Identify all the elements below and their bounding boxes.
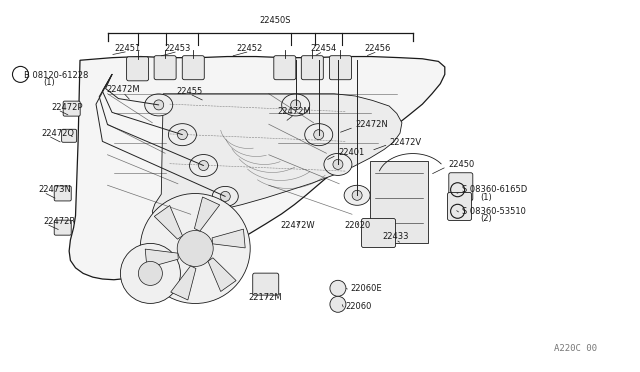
Polygon shape (208, 258, 236, 292)
Text: A220C 00: A220C 00 (554, 344, 598, 353)
FancyBboxPatch shape (54, 220, 71, 235)
Text: (1): (1) (44, 78, 55, 87)
FancyBboxPatch shape (182, 56, 204, 80)
FancyBboxPatch shape (61, 129, 77, 142)
Text: (2): (2) (480, 214, 492, 223)
Circle shape (140, 193, 250, 304)
Text: 22450: 22450 (448, 160, 474, 169)
Text: 22060E: 22060E (351, 284, 382, 293)
FancyBboxPatch shape (449, 173, 473, 201)
Text: 22472M: 22472M (278, 107, 311, 116)
Polygon shape (69, 57, 445, 280)
FancyBboxPatch shape (362, 218, 396, 247)
Text: 22472P: 22472P (51, 103, 83, 112)
Circle shape (330, 280, 346, 296)
Text: 22060: 22060 (346, 302, 372, 311)
Text: 22472V: 22472V (389, 138, 421, 147)
Polygon shape (152, 94, 402, 221)
Ellipse shape (189, 154, 218, 177)
Text: 22172M: 22172M (249, 293, 282, 302)
Text: 22472W: 22472W (280, 221, 315, 230)
FancyBboxPatch shape (63, 101, 80, 116)
FancyBboxPatch shape (447, 192, 472, 221)
Polygon shape (145, 249, 179, 268)
Ellipse shape (344, 185, 370, 205)
Polygon shape (154, 205, 182, 239)
Text: 22451: 22451 (115, 44, 141, 53)
Text: 22453: 22453 (164, 44, 191, 53)
Circle shape (330, 296, 346, 312)
Text: 22454: 22454 (310, 44, 337, 53)
Circle shape (177, 130, 188, 140)
Text: 22456: 22456 (364, 44, 391, 53)
Ellipse shape (145, 94, 173, 116)
Circle shape (120, 243, 180, 304)
Ellipse shape (324, 153, 352, 176)
Text: 22020: 22020 (344, 221, 371, 230)
Circle shape (291, 100, 301, 110)
FancyBboxPatch shape (301, 56, 323, 80)
FancyBboxPatch shape (127, 57, 148, 81)
Text: 22401: 22401 (338, 148, 364, 157)
Text: 22472N: 22472N (355, 120, 388, 129)
Circle shape (220, 192, 230, 201)
Ellipse shape (212, 186, 238, 206)
FancyBboxPatch shape (253, 273, 279, 295)
Polygon shape (212, 229, 245, 248)
FancyBboxPatch shape (54, 186, 71, 201)
Text: 22472M: 22472M (106, 85, 140, 94)
FancyBboxPatch shape (274, 56, 296, 80)
Text: S 08360-53510: S 08360-53510 (462, 207, 526, 216)
Circle shape (314, 130, 324, 140)
Text: 22452: 22452 (236, 44, 263, 53)
Ellipse shape (168, 124, 196, 146)
Circle shape (198, 161, 209, 170)
Text: B 08120-61228: B 08120-61228 (24, 71, 89, 80)
Ellipse shape (282, 94, 310, 116)
Circle shape (154, 100, 164, 110)
Circle shape (177, 231, 213, 266)
FancyBboxPatch shape (154, 56, 176, 80)
Text: 22472R: 22472R (44, 217, 76, 226)
FancyBboxPatch shape (370, 161, 428, 243)
Text: S 08360-6165D: S 08360-6165D (462, 185, 527, 194)
Text: 22433: 22433 (382, 232, 409, 241)
Circle shape (138, 262, 163, 285)
Text: (1): (1) (480, 193, 492, 202)
Circle shape (333, 160, 343, 169)
Polygon shape (195, 197, 220, 231)
Text: 22450S: 22450S (259, 16, 291, 25)
Ellipse shape (305, 124, 333, 146)
Text: 22473N: 22473N (38, 185, 71, 194)
Text: 22455: 22455 (176, 87, 203, 96)
Text: 22472Q: 22472Q (42, 129, 75, 138)
Circle shape (352, 190, 362, 200)
FancyBboxPatch shape (330, 56, 351, 80)
Polygon shape (171, 266, 196, 300)
